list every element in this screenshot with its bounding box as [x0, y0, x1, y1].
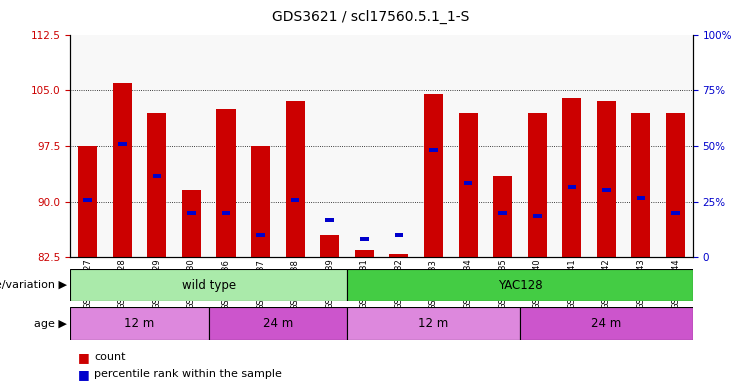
Text: 24 m: 24 m [263, 317, 293, 330]
Bar [291, 198, 299, 202]
Bar [671, 211, 679, 215]
Bar [347, 269, 693, 301]
Bar [424, 94, 443, 257]
Bar [494, 175, 512, 257]
Text: wild type: wild type [182, 279, 236, 291]
Bar [70, 307, 209, 340]
Bar [429, 147, 438, 152]
Bar [637, 196, 645, 200]
Text: 24 m: 24 m [591, 317, 622, 330]
Bar [251, 146, 270, 257]
Bar [153, 174, 161, 178]
Bar [499, 211, 507, 215]
Bar [597, 101, 616, 257]
Bar [666, 113, 685, 257]
Bar [533, 214, 542, 218]
Bar [464, 181, 472, 185]
Bar [562, 98, 581, 257]
Bar [355, 250, 373, 257]
Bar [118, 142, 127, 146]
Bar [347, 307, 520, 340]
Bar [147, 113, 166, 257]
Bar [390, 253, 408, 257]
Text: GDS3621 / scl17560.5.1_1-S: GDS3621 / scl17560.5.1_1-S [272, 10, 469, 24]
Bar [256, 233, 265, 237]
Bar [320, 235, 339, 257]
Bar [182, 190, 201, 257]
Bar [325, 218, 334, 222]
Bar [360, 237, 368, 241]
Bar [70, 269, 347, 301]
Bar [84, 198, 92, 202]
Text: YAC128: YAC128 [498, 279, 542, 291]
Text: 12 m: 12 m [124, 317, 155, 330]
Text: percentile rank within the sample: percentile rank within the sample [94, 369, 282, 379]
Bar [395, 233, 403, 237]
Bar [568, 185, 576, 189]
Bar [209, 307, 347, 340]
Bar [79, 146, 97, 257]
Bar [285, 101, 305, 257]
Text: 12 m: 12 m [419, 317, 448, 330]
Text: ■: ■ [78, 351, 90, 364]
Bar [520, 307, 693, 340]
Text: genotype/variation ▶: genotype/variation ▶ [0, 280, 67, 290]
Bar [602, 189, 611, 192]
Bar [528, 113, 547, 257]
Text: ■: ■ [78, 368, 90, 381]
Bar [459, 113, 477, 257]
Bar [216, 109, 236, 257]
Bar [113, 83, 132, 257]
Bar [631, 113, 651, 257]
Text: count: count [94, 352, 126, 362]
Bar [222, 211, 230, 215]
Bar [187, 211, 196, 215]
Text: age ▶: age ▶ [34, 318, 67, 329]
